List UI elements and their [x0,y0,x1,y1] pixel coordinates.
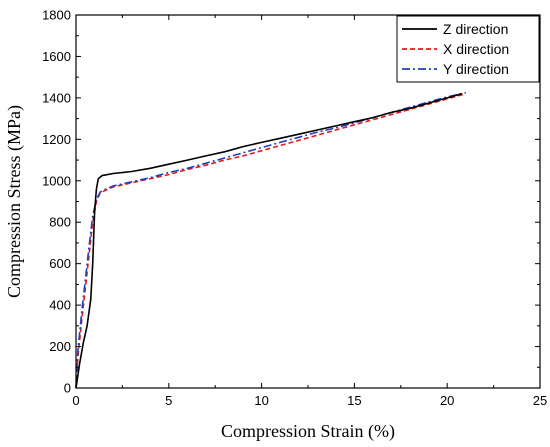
x-tick-label: 15 [347,393,361,408]
y-tick-label: 400 [49,298,71,313]
y-tick-label: 0 [64,381,71,396]
y-tick-label: 1000 [42,173,71,188]
plot-area [75,91,467,389]
y-tick-label: 1400 [42,90,71,105]
x-tick-label: 20 [440,393,454,408]
legend-label: Z direction [443,21,508,37]
x-tick-label: 0 [72,393,79,408]
legend-label: X direction [443,41,509,57]
y-tick-label: 600 [49,256,71,271]
x-axis-title: Compression Strain (%) [221,421,395,442]
legend-label: Y direction [443,61,509,77]
y-tick-label: 1600 [42,49,71,64]
y-tick-label: 1200 [42,132,71,147]
y-tick-label: 1800 [42,8,71,23]
y-axis-title: Compression Stress (MPa) [4,105,25,298]
y-tick-label: 200 [49,339,71,354]
x-tick-label: 25 [533,393,547,408]
series-line-y-direction [75,91,466,389]
legend: Z direction X direction Y direction [396,15,540,83]
x-tick-label: 10 [254,393,268,408]
y-tick-label: 800 [49,215,71,230]
series-line-z-direction [75,92,463,389]
x-tick-label: 5 [165,393,172,408]
series-line-x-direction [75,92,467,389]
